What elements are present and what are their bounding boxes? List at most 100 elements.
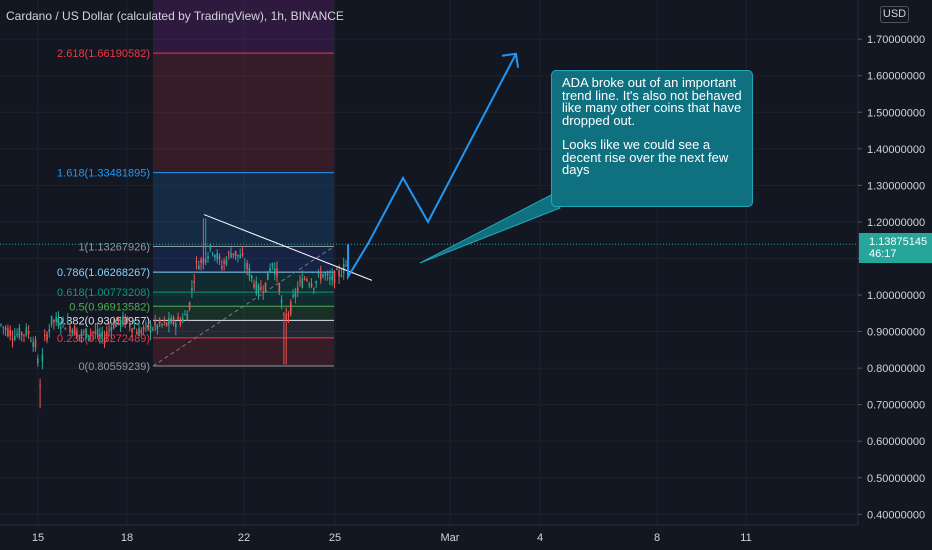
candle-body: [18, 327, 21, 339]
candle-body: [154, 321, 156, 326]
candle-body: [69, 326, 71, 332]
candle-body: [188, 302, 191, 309]
candle-body: [324, 274, 327, 276]
candle-body: [250, 275, 253, 279]
candle-body: [60, 327, 62, 329]
candle-body: [313, 288, 315, 290]
candle-body: [246, 263, 248, 269]
candle-body: [315, 281, 317, 284]
candle-body: [195, 260, 198, 263]
candle-body: [129, 324, 131, 328]
candle-body: [46, 333, 48, 341]
candle-body: [115, 322, 117, 328]
candle-body: [108, 329, 110, 331]
candle-body: [237, 254, 239, 257]
y-tick-label: 1.50000000: [867, 107, 925, 119]
candle-body: [119, 319, 122, 327]
candle-body: [122, 316, 124, 324]
candle-body: [117, 316, 120, 323]
candle-body: [96, 328, 99, 336]
candle-body: [165, 322, 168, 326]
candle-body: [2, 326, 5, 328]
chart-title: Cardano / US Dollar (calculated by Tradi…: [6, 9, 344, 23]
candle-body: [23, 334, 25, 336]
candle-body: [161, 324, 163, 326]
fib-zone: [153, 53, 334, 173]
candle-body: [232, 253, 235, 255]
candle-body: [124, 316, 126, 325]
candle-body: [76, 330, 78, 338]
candle-body: [32, 342, 34, 347]
bar-countdown: 46:17: [869, 248, 897, 260]
candle-body: [204, 259, 207, 263]
currency-badge[interactable]: USD: [880, 6, 909, 23]
y-tick-label: 1.20000000: [867, 217, 925, 229]
candle-body: [133, 327, 136, 329]
candle-body: [177, 317, 179, 320]
candle-body: [83, 331, 85, 333]
candle-body: [9, 330, 11, 337]
candle-body: [216, 252, 218, 260]
candle-body: [30, 340, 32, 342]
fib-level-label: 0.5(0.96913582): [69, 301, 150, 313]
y-tick-label: 1.60000000: [867, 71, 925, 83]
candle-body: [71, 330, 74, 334]
candle-body: [64, 327, 67, 330]
candle-body: [331, 273, 333, 281]
y-tick-label: 1.00000000: [867, 290, 925, 302]
candle-body: [202, 257, 205, 264]
candle-body: [142, 326, 145, 330]
y-tick-label: 1.40000000: [867, 144, 925, 156]
candle-body: [285, 314, 287, 320]
candle-body: [34, 339, 37, 348]
fib-level-label: 0.786(1.06268267): [57, 267, 150, 279]
price-axis[interactable]: 1.70000000 1.60000000 1.50000000 1.40000000…: [858, 34, 925, 521]
candle-body: [218, 256, 221, 259]
candle-body: [225, 259, 228, 265]
candle-body: [158, 319, 161, 325]
candle-body: [296, 287, 299, 292]
candle-body: [92, 331, 94, 334]
candle-body: [329, 277, 331, 280]
callout-paragraph-1: ADA broke out of an important trend line…: [562, 75, 742, 128]
candle-body: [99, 333, 101, 337]
candle-body: [25, 327, 28, 336]
candle-body: [299, 280, 301, 282]
candle-body: [283, 313, 285, 315]
candle-body: [191, 287, 193, 291]
x-tick-label: 22: [238, 532, 250, 544]
candle-body: [103, 338, 106, 344]
candle-body: [310, 283, 313, 287]
y-tick-label: 0.50000000: [867, 473, 925, 485]
candle-body: [57, 318, 60, 327]
candle-body: [89, 332, 92, 334]
candle-body: [20, 332, 23, 336]
candle-body: [156, 325, 159, 330]
candle-body: [273, 267, 276, 275]
candle-body: [163, 320, 166, 322]
fib-level-label: 0.236(0.88272489): [57, 333, 150, 345]
candle-body: [140, 330, 143, 334]
candle-body: [271, 263, 274, 267]
candle-body: [172, 317, 175, 325]
fibonacci-extension[interactable]: 0(0.80559239) 0.236(0.88272489) 0.382(0.93…: [57, 0, 335, 373]
candle-body: [234, 250, 237, 257]
candle-body: [147, 324, 149, 330]
candle-body: [269, 268, 271, 273]
candle-body: [207, 256, 209, 259]
projection-arrowhead: [501, 52, 519, 68]
candle-body: [66, 319, 69, 324]
candle-body: [280, 299, 283, 303]
last-price-value: 1.13875145: [869, 236, 928, 248]
candle-body: [62, 318, 64, 322]
candle-body: [94, 331, 97, 334]
x-tick-label: 18: [121, 532, 133, 544]
fib-level-label: 1.618(1.33481895): [57, 168, 150, 180]
candle-body: [333, 270, 336, 284]
candle-body: [27, 331, 30, 334]
candle-body: [50, 315, 53, 325]
analysis-callout[interactable]: ADA broke out of an important trend line…: [551, 70, 753, 207]
time-axis[interactable]: 15 18 22 25 Mar 4 8 11: [32, 532, 752, 544]
candle-body: [149, 324, 152, 333]
